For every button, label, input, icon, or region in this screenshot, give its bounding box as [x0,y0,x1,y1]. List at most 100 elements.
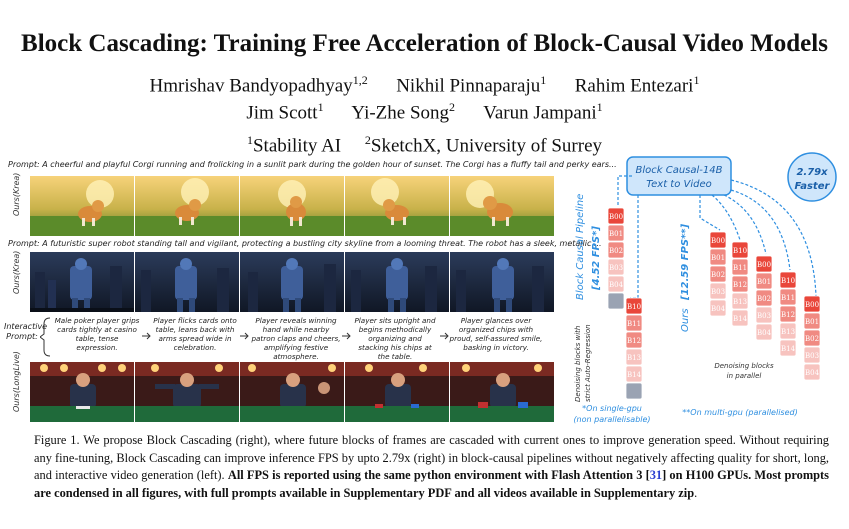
affiliation-number: 2 [364,133,371,147]
block-label: B02 [609,247,623,255]
ours-fps: [12.59 FPS**] [680,223,691,301]
pipeline-a-block-4: B04 [607,275,625,293]
block-label: B13 [781,328,795,336]
block-label: B01 [609,230,623,238]
block-label: B14 [733,315,748,323]
block-label: B10 [627,303,641,311]
caption-bold-a: All FPS is reported using the same pytho… [227,468,650,483]
author: Rahim Entezari [574,75,694,97]
pipeline-column-a: B00 B01 B02 B03 B04 [607,207,625,310]
note-single-gpu-2: (non parallelisable) [573,415,650,424]
pipeline-desc-2: strict Auto-Regression [584,324,592,402]
block-label: B02 [711,271,725,279]
author: Hmrishav Bandyopadhyay [149,75,353,97]
block-label: B03 [805,352,819,360]
pipeline-fps: [4.52 FPS*] [591,226,602,291]
block-label: B00 [757,261,771,269]
video-frame [30,252,134,312]
caption-text: We propose Block Cascading (right), wher… [34,433,829,483]
authors-line-2: Jim Scott1 Yi-Zhe Song2 Varun Jampani1 [0,100,849,124]
video-frame [240,252,344,312]
author-affiliation: 1 [317,100,324,114]
arrow-icon [142,332,151,340]
block-label: B04 [609,281,624,289]
ours-col-3-block-1: B11 [779,288,797,306]
ours-col-2-block-1: B01 [755,272,773,290]
author-affiliation: 1 [596,100,603,114]
ours-col-4-block-1: B01 [803,312,821,330]
model-box-line-2: Text to Video [646,179,712,190]
prompt-robot: Prompt: A futuristic super robot standin… [8,239,602,248]
ours-col-0-block-3: B03 [709,282,727,300]
author: Varun Jampani [483,102,597,124]
ours-col-3-block-0: B10 [779,271,797,289]
ours-col-1-block-4: B14 [731,309,749,327]
figure-caption: Figure 1. We propose Block Cascading (ri… [34,432,829,502]
video-frame [30,176,134,236]
caption-lead: Figure 1. [34,433,80,447]
ours-col-2-block-4: B04 [755,323,773,341]
note-single-gpu-1: *On single-gpu [582,404,642,413]
caption-ref-link[interactable]: 31 [649,468,663,483]
speedup-label: Faster [795,181,831,192]
block-label: B03 [757,312,771,320]
ours-col-4-block-3: B03 [803,346,821,364]
block-label: B13 [627,354,641,362]
ours-col-4-block-4: B04 [803,363,821,381]
ours-col-2-block-0: B00 [755,255,773,273]
interactive-prompt-5: Player glances over organized chips with… [449,316,543,352]
affiliations: 1Stability AI 2SketchX, University of Su… [0,133,849,157]
block-label: B00 [609,213,623,221]
ours-col-0-block-1: B01 [709,248,727,266]
video-frame [135,362,239,422]
video-frame [345,252,449,312]
block-label: B04 [711,305,726,313]
author-affiliation: 1 [693,73,700,87]
video-frame [30,362,134,422]
row-label-krea-2: Ours(Krea) [12,250,21,294]
author: Yi-Zhe Song [351,102,450,124]
ours-col-0-block-4: B04 [709,299,727,317]
author-affiliation: 2 [449,100,456,114]
model-box-line-1: Block Causal-14B [636,165,723,176]
block-label: B12 [781,311,795,319]
pipeline-b-block-4: B14 [625,365,643,383]
video-frame [450,252,554,312]
ours-col-1-block-1: B11 [731,258,749,276]
affiliation: Stability AI [252,135,342,157]
pipeline-a-block-2: B02 [607,241,625,259]
block-label: B04 [757,329,772,337]
arrow-to-cascade-3 [730,189,791,271]
pipeline-b-block-3: B13 [625,348,643,366]
ours-col-0-block-0: B00 [709,231,727,249]
block-label: B10 [733,247,747,255]
block-label: B14 [781,345,796,353]
ours-columns: B00 B01 B02 B03 B04 B10 B11 B12 B13 B14 B00 B01 B02 B… [709,231,821,381]
pipeline-b-block-1: B11 [625,314,643,332]
interactive-prompt-label: Interactive Prompt: [4,322,48,341]
speedup-badge [787,152,837,202]
authors-line-1: Hmrishav Bandyopadhyay1,2 Nikhil Pinnapa… [0,73,849,97]
paper-title: Block Cascading: Training Free Accelerat… [21,30,828,57]
pipeline-b-block-5 [625,382,643,400]
ours-col-2-block-2: B02 [755,289,773,307]
block-label: B11 [627,320,641,328]
block-label: B01 [757,278,771,286]
arrow-to-pipeline-block-1 [630,195,639,299]
ours-col-0-block-2: B02 [709,265,727,283]
block-label: B00 [805,301,819,309]
author-affiliation: 1 [540,73,547,87]
block-label: B10 [781,277,795,285]
caption-bold-b: ] on H100 GPUs. Most prompts are condens… [34,468,829,500]
block-label: B13 [733,298,747,306]
ours-col-4-block-2: B02 [803,329,821,347]
block-label: B02 [805,335,819,343]
ours-col-3-block-2: B12 [779,305,797,323]
ours-col-2-block-3: B03 [755,306,773,324]
interactive-prompt-3: Player reveals winning hand while nearby… [251,316,341,361]
speedup-value: 2.79x [796,167,828,178]
row-label-longlive: Ours(LongLive) [12,351,21,412]
author-affiliation: 1,2 [352,73,368,87]
block-label: B04 [805,369,820,377]
arrow-to-cascade-2 [723,194,767,255]
